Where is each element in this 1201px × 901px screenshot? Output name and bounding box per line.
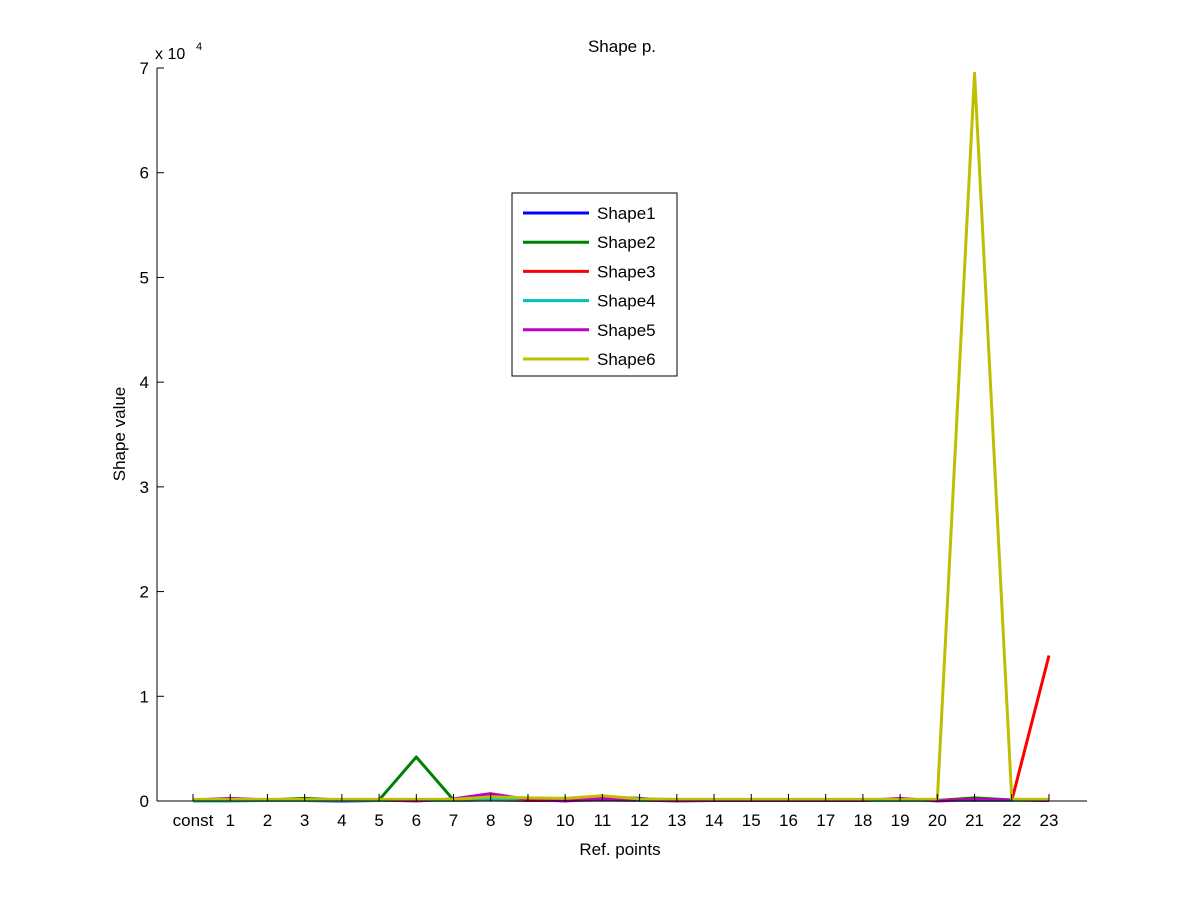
legend-label: Shape4 <box>597 292 656 311</box>
y-tick-label: 3 <box>140 478 149 497</box>
legend-label: Shape3 <box>597 262 656 281</box>
x-tick-label: 6 <box>412 811 421 830</box>
legend: Shape1 Shape2 Shape3 Shape4 Shape5 Shape6 <box>511 192 678 377</box>
y-exponent-label: x 10 <box>155 46 185 63</box>
y-tick-label: 4 <box>140 373 149 392</box>
y-tick-label: 7 <box>140 59 149 78</box>
x-axis-label: Ref. points <box>579 840 660 859</box>
x-tick-label: 1 <box>225 811 234 830</box>
x-tick-label: const <box>173 811 214 830</box>
y-tick-label: 0 <box>140 792 149 811</box>
y-exponent: 4 <box>196 41 202 53</box>
plot-area <box>157 68 1087 801</box>
x-tick-label: 9 <box>523 811 532 830</box>
series-line-shape6 <box>193 71 1049 801</box>
x-tick-label: 13 <box>667 811 686 830</box>
legend-label: Shape6 <box>597 350 656 369</box>
x-tick-label: 18 <box>853 811 872 830</box>
x-tick-label: 15 <box>742 811 761 830</box>
y-ticks: 0 1 2 3 4 5 6 7 <box>140 59 164 811</box>
chart-title: Shape p. <box>588 37 656 56</box>
x-tick-label: 21 <box>965 811 984 830</box>
x-tick-label: 4 <box>337 811 346 830</box>
y-tick-label: 6 <box>140 164 149 183</box>
y-tick-label: 1 <box>140 687 149 706</box>
x-tick-label: 3 <box>300 811 309 830</box>
y-tick-label: 2 <box>140 583 149 602</box>
x-tick-label: 7 <box>449 811 458 830</box>
legend-label: Shape1 <box>597 204 656 223</box>
x-tick-label: 12 <box>630 811 649 830</box>
x-tick-label: 19 <box>891 811 910 830</box>
x-tick-label: 22 <box>1002 811 1021 830</box>
legend-box <box>511 192 678 377</box>
legend-label: Shape5 <box>597 321 656 340</box>
x-tick-label: 2 <box>263 811 272 830</box>
x-ticks: const 1 2 3 4 5 6 7 8 9 10 11 12 13 14 15 16 17 18 19 20 21 22… <box>173 794 1059 830</box>
y-axis-label: Shape value <box>110 387 129 482</box>
x-tick-label: 16 <box>779 811 798 830</box>
legend-label: Shape2 <box>597 233 656 252</box>
x-tick-label: 11 <box>594 811 612 830</box>
x-tick-label: 20 <box>928 811 947 830</box>
x-tick-label: 14 <box>705 811 724 830</box>
x-tick-label: 5 <box>374 811 383 830</box>
x-tick-label: 23 <box>1040 811 1059 830</box>
x-tick-label: 8 <box>486 811 495 830</box>
y-tick-label: 5 <box>140 268 149 287</box>
x-tick-label: 17 <box>816 811 835 830</box>
x-tick-label: 10 <box>556 811 575 830</box>
